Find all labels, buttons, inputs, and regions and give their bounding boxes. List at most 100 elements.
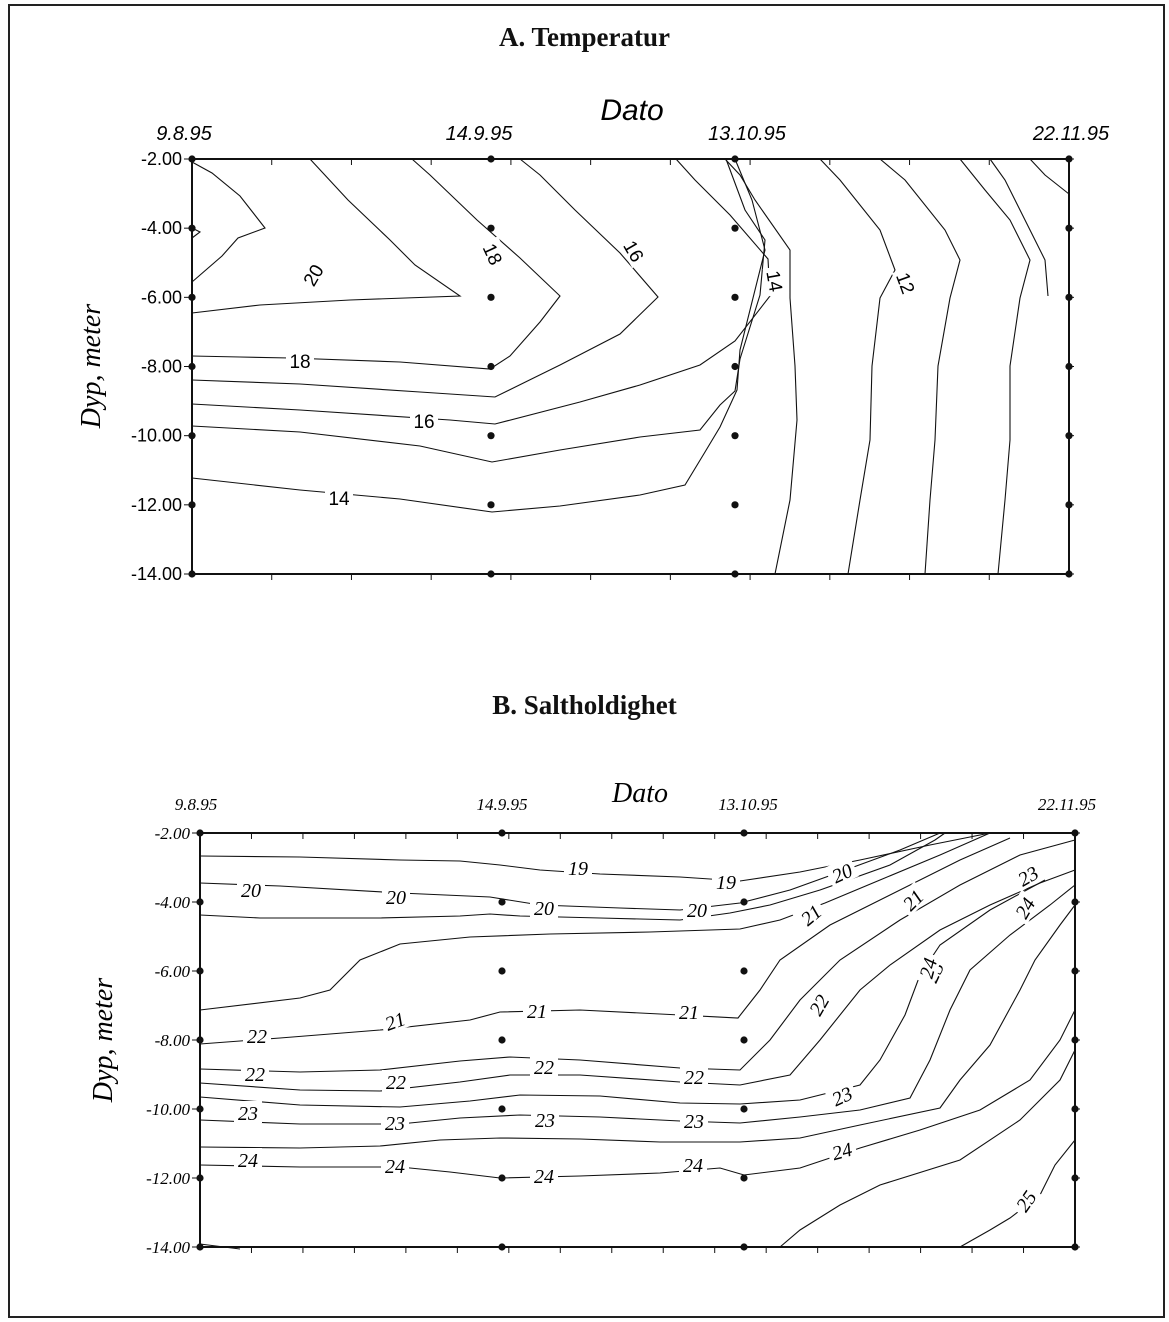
contour-label-bg <box>523 999 551 1021</box>
y-tick-label: -6.00 <box>155 962 191 981</box>
y-tick-label: -10.00 <box>146 1100 190 1119</box>
contour-line <box>199 839 1076 1073</box>
contour-label-group: 24 <box>234 1148 262 1172</box>
sample-point <box>1065 501 1073 509</box>
contour-line <box>879 158 961 575</box>
contour-label-group: 23 <box>824 1079 859 1111</box>
contour-label-bg <box>679 1153 707 1175</box>
contour-label-bg <box>824 856 859 888</box>
x-date-label: 22.11.95 <box>1038 795 1096 814</box>
contour-label: 25 <box>1012 1187 1041 1216</box>
contour-label: 22 <box>534 1057 554 1079</box>
contour-line <box>191 158 659 398</box>
sample-point <box>1065 432 1073 440</box>
sample-point <box>188 432 196 440</box>
y-tick-label: -8.00 <box>141 357 182 377</box>
contour-label-bg <box>891 265 923 300</box>
contour-label: 21 <box>679 1002 699 1024</box>
sample-point <box>487 155 495 163</box>
sample-point <box>1071 1243 1079 1251</box>
chart-title-salinity: B. Saltholdighet <box>492 690 677 720</box>
contour-label: 23 <box>684 1111 704 1133</box>
contour-label: 20 <box>241 880 261 902</box>
y-tick-label: -8.00 <box>155 1031 191 1050</box>
contour-line <box>199 832 946 921</box>
sample-point <box>1065 155 1073 163</box>
contour-label-bg <box>478 236 510 271</box>
sample-point <box>196 829 204 837</box>
contour-label: 23 <box>238 1103 258 1125</box>
y-axis-title: Dyp, meter <box>76 304 107 430</box>
sample-point <box>1065 224 1073 232</box>
contour-label-group: 24 <box>679 1153 707 1177</box>
sample-point <box>498 1174 506 1182</box>
contour-label-bg <box>243 1024 271 1046</box>
contour-label-group: 24 <box>381 1154 409 1178</box>
x-date-label: 14.9.95 <box>477 795 528 814</box>
contour-label-bg <box>295 256 329 293</box>
sample-point <box>740 967 748 975</box>
contour-label: 16 <box>413 412 434 433</box>
contour-label-group: 24 <box>1007 889 1041 926</box>
sample-point <box>188 362 196 371</box>
contour-label-group: 22 <box>801 986 835 1023</box>
contour-label: 21 <box>527 1001 547 1023</box>
x-date-label: 9.8.95 <box>175 795 218 814</box>
sample-point <box>731 155 739 163</box>
y-tick-label: -4.00 <box>141 218 182 238</box>
sample-point <box>1071 1174 1079 1182</box>
sample-point <box>196 967 204 975</box>
contour-line <box>191 158 561 370</box>
contour-label: 18 <box>289 352 310 373</box>
y-tick-label: -14.00 <box>131 564 182 584</box>
sample-point <box>498 829 506 837</box>
y-tick-label: -4.00 <box>155 893 191 912</box>
contour-line <box>199 1243 241 1250</box>
contour-label: 20 <box>386 887 406 909</box>
sample-point <box>498 967 506 975</box>
y-tick-label: -10.00 <box>131 426 182 446</box>
sample-point <box>498 1243 506 1251</box>
contour-label-group: 22 <box>680 1065 708 1089</box>
contour-line <box>199 832 991 1011</box>
contour-label: 21 <box>797 901 826 931</box>
contour-line <box>989 158 1049 297</box>
sample-point <box>1065 362 1073 371</box>
contour-label-group: 20 <box>237 878 265 902</box>
contour-line <box>199 837 1011 1045</box>
sample-point <box>1071 967 1079 975</box>
contour-label-group: 21 <box>377 1004 412 1036</box>
contour-label-group: 22 <box>243 1024 271 1048</box>
contour-label-group: 23 <box>531 1108 559 1132</box>
sample-point <box>487 362 495 371</box>
contour-label-bg <box>683 898 711 920</box>
sample-point <box>498 898 506 906</box>
contour-label-bg <box>325 486 353 508</box>
contour-label-bg <box>381 1154 409 1176</box>
contour-line <box>191 158 766 513</box>
contour-label-bg <box>382 885 410 907</box>
contour-label: 14 <box>761 269 785 294</box>
contour-label: 22 <box>247 1026 267 1048</box>
sample-point <box>731 293 739 301</box>
contour-label-group: 14 <box>761 265 790 297</box>
contour-label-group: 22 <box>241 1062 269 1086</box>
contour-label-bg <box>680 1065 708 1087</box>
x-date-label: 9.8.95 <box>156 123 212 145</box>
contour-line <box>959 158 1031 575</box>
contour-label-bg <box>792 896 829 932</box>
contour-line <box>199 1009 1076 1179</box>
contour-label-group: 20 <box>382 885 410 909</box>
contour-label-group: 20 <box>295 256 329 293</box>
x-axis-title: Dato <box>611 778 668 809</box>
contour-label-bg <box>825 1135 859 1165</box>
contour-label: 24 <box>385 1156 405 1178</box>
sample-point <box>196 1243 204 1251</box>
contour-label-bg <box>530 1055 558 1077</box>
contour-label-bg <box>237 878 265 900</box>
sample-point <box>487 293 495 301</box>
sample-point <box>188 570 196 578</box>
sample-point <box>1071 1036 1079 1044</box>
contour-label-bg <box>912 951 942 985</box>
contour-label-bg <box>234 1101 262 1123</box>
